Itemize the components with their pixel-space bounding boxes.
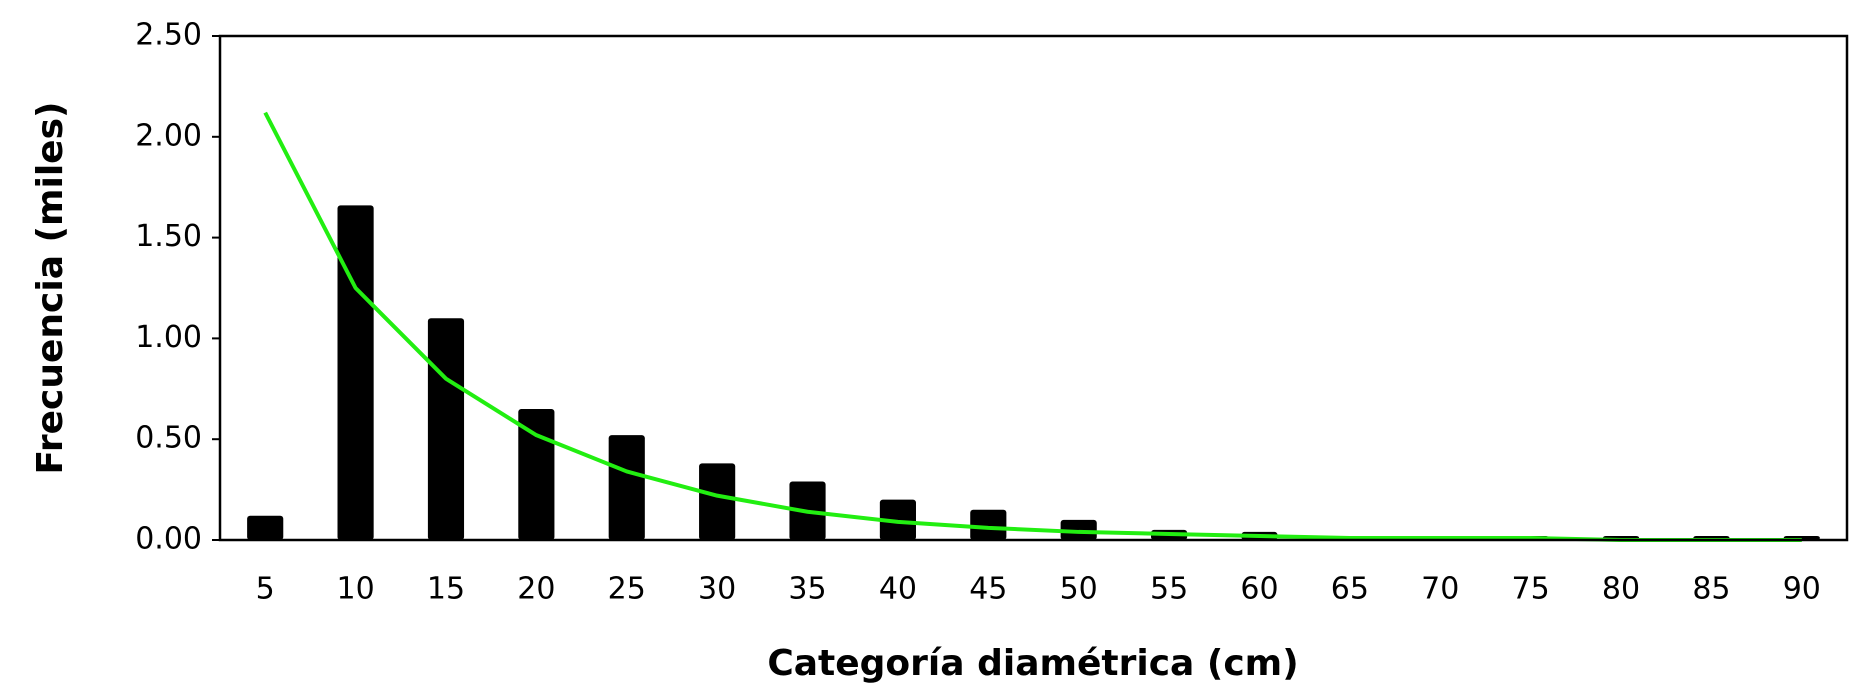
y-tick-label: 1.50: [135, 219, 202, 254]
y-tick-label: 2.50: [135, 18, 202, 53]
bar: [518, 408, 555, 540]
x-tick-label: 80: [1602, 572, 1640, 607]
y-axis-title: Frecuencia (miles): [30, 102, 71, 475]
x-tick-label: 85: [1692, 572, 1730, 607]
x-tick-label: 70: [1421, 572, 1459, 607]
bar: [427, 318, 465, 540]
bar: [1060, 519, 1097, 540]
bar: [879, 499, 916, 540]
y-tick-label: 0.00: [135, 522, 202, 557]
x-tick-label: 25: [608, 572, 646, 607]
x-tick-label: 50: [1060, 572, 1098, 607]
y-tick-label: 1.00: [135, 320, 202, 355]
bar: [247, 515, 284, 540]
x-tick-label: 40: [879, 572, 917, 607]
bar: [970, 509, 1007, 540]
x-tick-label: 35: [788, 572, 826, 607]
bar: [699, 463, 736, 540]
x-axis-title: Categoría diamétrica (cm): [767, 643, 1298, 684]
x-tick-label: 10: [336, 572, 374, 607]
plot-frame: [218, 34, 1849, 542]
y-tick-label: 0.50: [135, 421, 202, 456]
x-tick-label: 45: [969, 572, 1007, 607]
x-tick-label: 20: [517, 572, 555, 607]
x-tick-label: 15: [427, 572, 465, 607]
x-tick-label: 90: [1783, 572, 1821, 607]
bar: [337, 205, 374, 540]
trend-line: [263, 111, 1802, 542]
x-tick-label: 65: [1331, 572, 1369, 607]
x-tick-label: 5: [256, 572, 275, 607]
x-tick-label: 30: [698, 572, 736, 607]
x-tick-label: 60: [1240, 572, 1278, 607]
bar: [608, 435, 645, 540]
x-tick-label: 75: [1512, 572, 1550, 607]
y-tick-label: 2.00: [135, 118, 202, 153]
x-tick-label: 55: [1150, 572, 1188, 607]
